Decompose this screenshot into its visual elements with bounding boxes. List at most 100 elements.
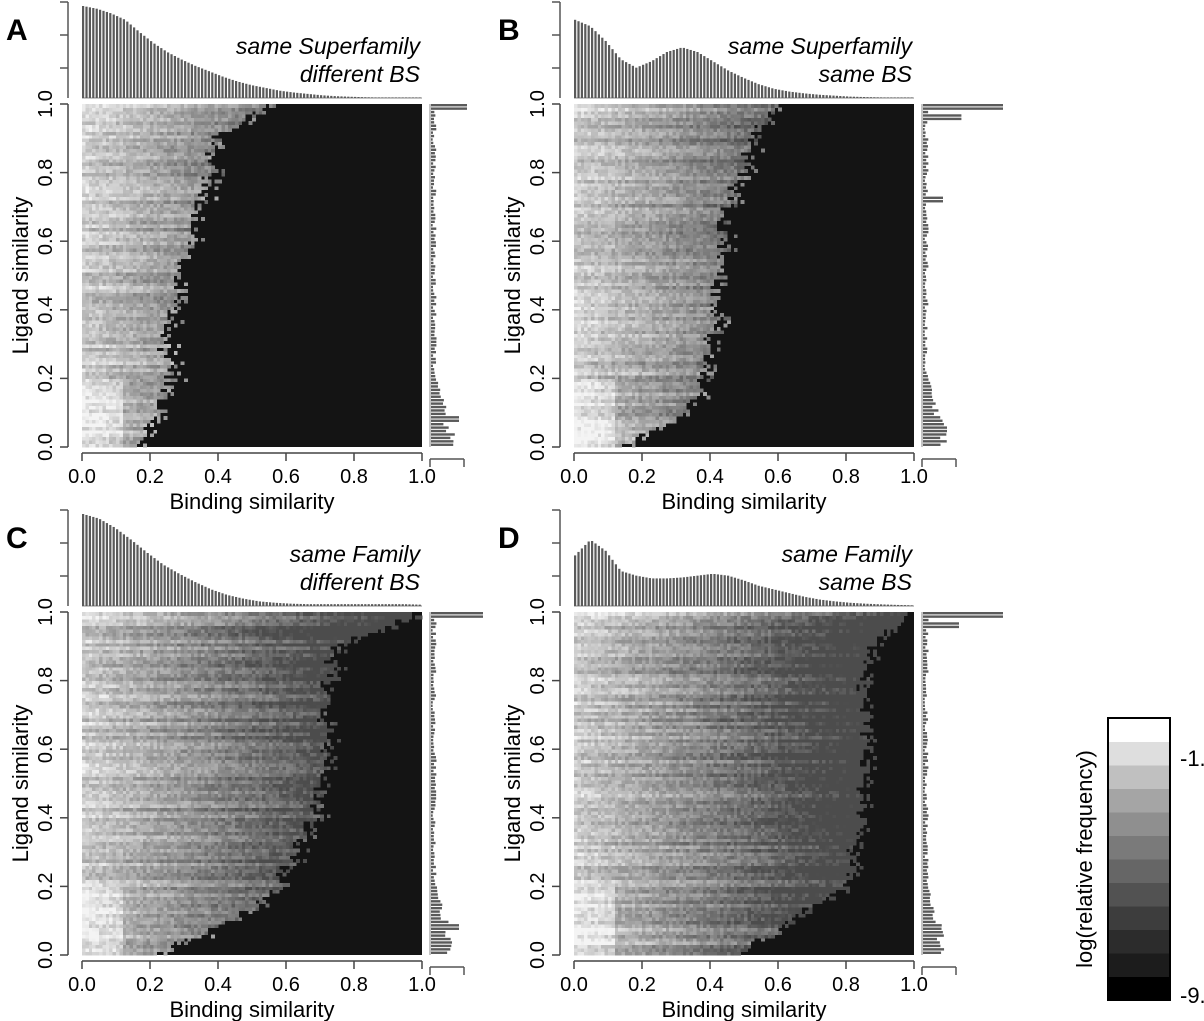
heatmap-cell: [598, 372, 602, 376]
heatmap-cell: [89, 149, 93, 153]
heatmap-cell: [109, 121, 113, 125]
heatmap-cell: [615, 310, 619, 314]
marginal-bar: [119, 18, 121, 98]
heatmap-cell: [106, 173, 110, 177]
heatmap-cell: [639, 324, 643, 328]
heatmap-cell: [102, 238, 106, 242]
heatmap-cell: [683, 378, 687, 382]
x-tick-label: 0.4: [204, 466, 232, 488]
heatmap-cell: [707, 337, 711, 341]
heatmap-cell: [598, 303, 602, 307]
heatmap-cell: [89, 276, 93, 280]
heatmap-cell: [133, 169, 137, 173]
heatmap-cell: [102, 300, 106, 304]
marginal-bar: [431, 337, 437, 339]
heatmap-cell: [123, 402, 127, 406]
heatmap-cell: [92, 354, 96, 358]
heatmap-cell: [639, 375, 643, 379]
heatmap-cell: [673, 300, 677, 304]
heatmap-cell: [608, 361, 612, 365]
heatmap-cell: [133, 358, 137, 362]
heatmap-cell: [89, 128, 93, 132]
heatmap-cell: [102, 166, 106, 170]
subtitle-line: same Superfamily: [236, 33, 422, 59]
heatmap-cell: [92, 245, 96, 249]
heatmap-cell: [143, 389, 147, 393]
heatmap-cell: [113, 279, 117, 283]
heatmap-cell: [102, 162, 106, 166]
heatmap-cell: [157, 272, 161, 276]
heatmap-cell: [628, 392, 632, 396]
heatmap-cell: [99, 348, 103, 352]
heatmap-cell: [89, 114, 93, 118]
heatmap-cell: [669, 361, 673, 365]
heatmap-cell: [639, 330, 643, 334]
heatmap-cell: [140, 430, 144, 434]
heatmap-cell: [662, 327, 666, 331]
heatmap-cell: [119, 375, 123, 379]
heatmap-cell: [656, 378, 660, 382]
heatmap-cell: [584, 389, 588, 393]
heatmap-cell: [160, 183, 164, 187]
heatmap-cell: [99, 227, 103, 231]
heatmap-cell: [659, 372, 663, 376]
heatmap-cell: [693, 354, 697, 358]
heatmap-cell: [126, 413, 130, 417]
heatmap-cell: [170, 231, 174, 235]
heatmap-cell: [703, 320, 707, 324]
heatmap-cell: [119, 155, 123, 159]
heatmap-cell: [656, 330, 660, 334]
heatmap-cell: [645, 358, 649, 362]
heatmap-cell: [611, 385, 615, 389]
heatmap-cell: [140, 272, 144, 276]
heatmap-cell: [669, 337, 673, 341]
heatmap-cell: [136, 162, 140, 166]
heatmap-cell: [99, 296, 103, 300]
heatmap-cell: [85, 265, 89, 269]
heatmap-cell: [130, 131, 134, 135]
heatmap-cell: [143, 282, 147, 286]
heatmap-cell: [136, 313, 140, 317]
heatmap-cell: [591, 416, 595, 420]
heatmap-cell: [584, 372, 588, 376]
heatmap-cell: [150, 125, 154, 129]
heatmap-cell: [150, 128, 154, 132]
marginal-bar: [296, 93, 298, 98]
heatmap-cell: [106, 210, 110, 214]
heatmap-cell: [174, 152, 178, 156]
heatmap-cell: [628, 351, 632, 355]
heatmap-cell: [605, 444, 609, 448]
heatmap-cell: [130, 255, 134, 259]
heatmap-cell: [639, 310, 643, 314]
heatmap-cell: [601, 423, 605, 427]
heatmap-cell: [116, 293, 120, 297]
heatmap-cell: [228, 111, 232, 115]
heatmap-cell: [140, 341, 144, 345]
heatmap-cell: [153, 399, 157, 403]
heatmap-cell: [622, 420, 626, 424]
heatmap-cell: [126, 430, 130, 434]
heatmap-cell: [106, 142, 110, 146]
heatmap-cell: [605, 399, 609, 403]
marginal-bar: [351, 97, 353, 98]
heatmap-cell: [133, 155, 137, 159]
heatmap-cell: [130, 155, 134, 159]
heatmap-cell: [591, 392, 595, 396]
marginal-bar: [431, 413, 446, 415]
heatmap-cell: [140, 159, 144, 163]
heatmap-cell: [201, 114, 205, 118]
heatmap-cell: [615, 368, 619, 372]
heatmap-cell: [136, 138, 140, 142]
marginal-bar: [431, 392, 440, 394]
heatmap-cell: [652, 423, 656, 427]
heatmap-cell: [642, 303, 646, 307]
heatmap-cell: [130, 217, 134, 221]
heatmap-cell: [174, 265, 178, 269]
heatmap-cell: [167, 241, 171, 245]
heatmap-cell: [92, 361, 96, 365]
heatmap-cell: [187, 193, 191, 197]
marginal-bar: [431, 221, 435, 223]
heatmap-cell: [102, 276, 106, 280]
heatmap-cell: [177, 272, 181, 276]
heatmap-cell: [618, 392, 622, 396]
